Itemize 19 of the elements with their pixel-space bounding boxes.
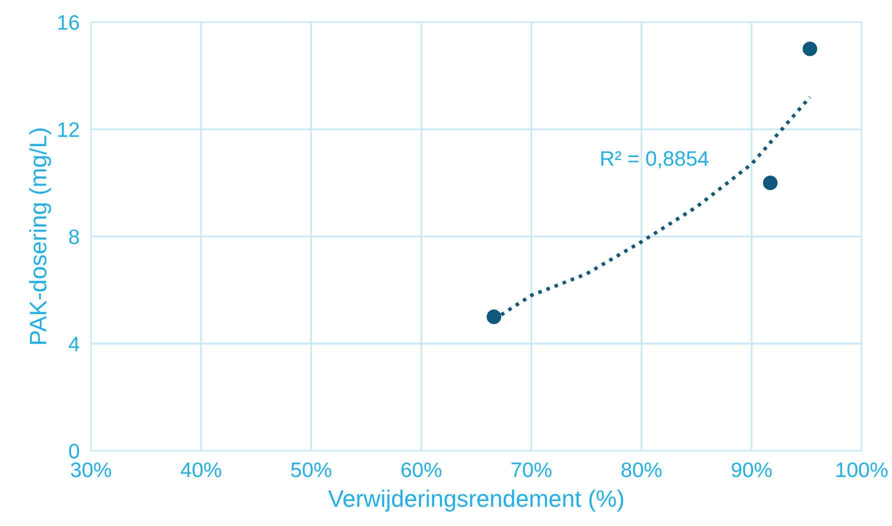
annotation: R² = 0,8854 [601, 151, 708, 168]
x-tick-label: 40% [180, 462, 222, 478]
x-tick-label: 60% [401, 462, 442, 478]
point [486, 310, 502, 324]
x-axis-title: Verwijderingsrendement (%) [328, 490, 624, 512]
y-tick-label: 12 [58, 122, 79, 137]
x-tick-label: 50% [291, 462, 332, 478]
x-tick-label: 70% [512, 462, 552, 478]
y-tick-label: 8 [69, 229, 79, 244]
x-tick-label: 100% [836, 462, 888, 478]
point [763, 176, 778, 190]
x-tick-label: 90% [732, 462, 772, 478]
y-tick-label: 0 [69, 444, 80, 459]
x-tick-label: 30% [70, 462, 112, 478]
y-tick-label: 16 [58, 15, 79, 30]
point [802, 42, 818, 56]
y-axis-title: PAK-dosering (mg/L) [29, 128, 52, 344]
x-tick-label: 80% [622, 462, 662, 478]
y-tick-label: 4 [68, 336, 80, 352]
